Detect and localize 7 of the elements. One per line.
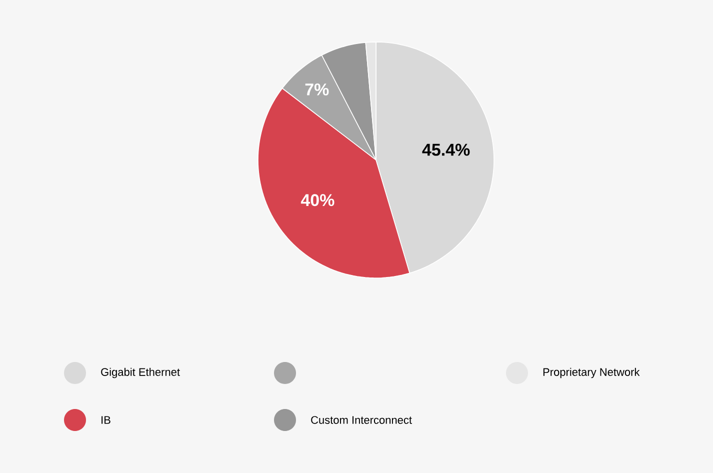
data-label: 45.4% — [422, 144, 470, 156]
legend-label: Proprietary Network — [543, 368, 640, 378]
data-label: 40% — [300, 194, 334, 206]
legend-label: Custom Interconnect — [311, 416, 412, 424]
legend-label: IB — [102, 416, 110, 424]
legend-label: Gigabit Ethernet — [101, 368, 180, 378]
data-label: 7% — [305, 83, 329, 96]
